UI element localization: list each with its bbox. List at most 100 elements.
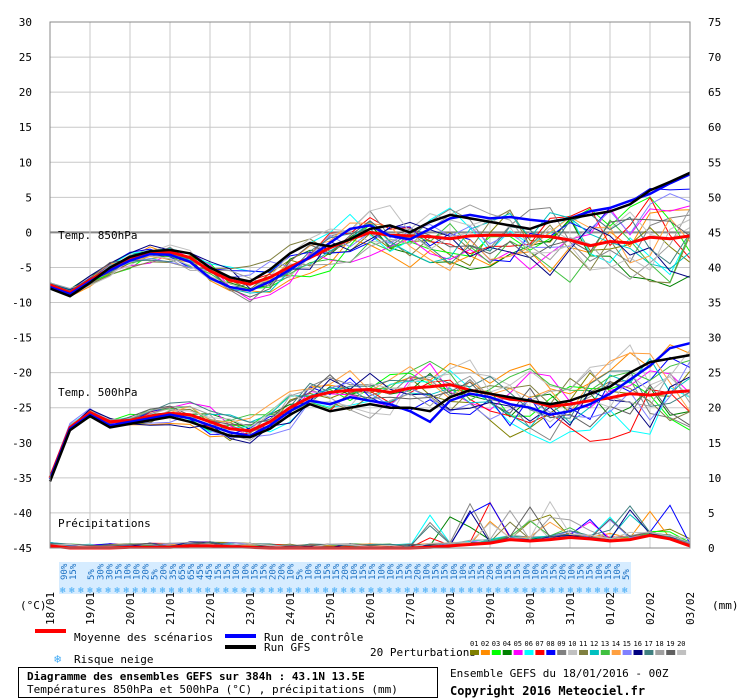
snowflake-icon: ❄ (123, 586, 129, 596)
right-axis-unit: (mm) (712, 599, 739, 612)
snow-risk-value: 5% (87, 569, 97, 580)
snowflake-icon: ❄ (586, 586, 592, 596)
snow-risk-value: 15% (368, 563, 378, 580)
series-line-t850 (49, 230, 691, 295)
snow-risk-value: 15% (223, 563, 233, 580)
snow-risk-cell (231, 562, 242, 594)
snow-risk-cell (294, 562, 305, 594)
snow-risk-cell (95, 562, 106, 594)
snowflake-icon: ❄ (54, 652, 61, 666)
perturbation-line (49, 356, 691, 480)
x-tick-label: 27/01 (404, 592, 417, 625)
snowflake-icon: ❄ (432, 586, 438, 596)
snow-risk-value: 5% (296, 569, 306, 580)
snowflake-icon: ❄ (114, 586, 120, 596)
x-tick-label: 25/01 (324, 592, 337, 625)
perturbation-swatch (666, 650, 676, 655)
right-tick-label: 45 (708, 226, 721, 239)
snowflake-icon: ❄ (495, 586, 501, 596)
series-line-t500 (48, 353, 691, 482)
snow-risk-cell (575, 562, 586, 594)
perturbation-swatch (546, 650, 556, 655)
perturbation-swatch (491, 650, 501, 655)
perturbation-swatch (502, 650, 512, 655)
snowflake-icon: ❄ (622, 586, 628, 596)
snow-risk-value: 10% (522, 563, 532, 580)
snowflake-icon: ❄ (187, 586, 193, 596)
perturbation-line (49, 344, 691, 477)
x-tick-label: 03/02 (684, 592, 697, 625)
snow-risk-value: 15% (250, 563, 260, 580)
snow-risk-cell (376, 562, 387, 594)
snow-risk-value: 5% (622, 569, 632, 580)
snowflake-icon: ❄ (531, 586, 537, 596)
snow-risk-cell (412, 562, 423, 594)
snow-risk-cell (621, 562, 631, 594)
footer-subtitle: Températures 850hPa et 500hPa (°C) , pré… (27, 683, 398, 696)
legend: Moyenne des scénarios Run de contrôle Ru… (35, 629, 687, 666)
snowflake-icon: ❄ (160, 586, 166, 596)
snow-risk-cell (485, 562, 496, 594)
snow-risk-value: 10% (305, 563, 315, 580)
perturbation-id: 05 (514, 640, 522, 648)
perturbation-swatch (600, 650, 610, 655)
snow-risk-cell (439, 562, 450, 594)
panel-label-t850: Temp. 850hPa (58, 229, 137, 242)
series-lines (48, 171, 691, 550)
x-tick-label: 22/01 (204, 592, 217, 625)
series-line-t850 (49, 171, 691, 298)
right-tick-label: 60 (708, 121, 721, 134)
perturbation-id: 03 (492, 640, 500, 648)
snow-risk-value: 65% (187, 563, 197, 580)
snowflake-icon: ❄ (105, 586, 111, 596)
snow-risk-strip: 90%❄15%❄ ❄5%❄30%❄30%❄15%❄10%❄10%❄20%❄5%❄2… (59, 562, 632, 596)
snow-risk-value: 15% (604, 563, 614, 580)
snow-risk-cell (285, 562, 296, 594)
perturbation-id: 16 (634, 640, 642, 648)
perturbation-swatch (480, 650, 490, 655)
snow-risk-cell (557, 562, 568, 594)
snowflake-icon: ❄ (404, 586, 410, 596)
left-tick-label: -5 (19, 261, 32, 274)
snow-risk-value: 10% (314, 563, 324, 580)
snow-risk-value: 20% (341, 563, 351, 580)
snowflake-icon: ❄ (468, 586, 474, 596)
left-tick-label: -35 (12, 472, 32, 485)
right-tick-label: 30 (708, 332, 721, 345)
right-tick-label: 55 (708, 156, 721, 169)
perturbation-id: 02 (481, 640, 489, 648)
snowflake-icon: ❄ (196, 586, 202, 596)
x-tick-label: 23/01 (244, 592, 257, 625)
snow-risk-cell (77, 562, 88, 594)
perturbation-id: 04 (503, 640, 511, 648)
right-tick-label: 20 (708, 402, 721, 415)
x-tick-label: 02/02 (644, 592, 657, 625)
snow-risk-value: 10% (495, 563, 505, 580)
snow-risk-value: 20% (160, 563, 170, 580)
snow-risk-value: 10% (241, 563, 251, 580)
x-axis-labels: 18/01 19/01 20/01 21/01 22/01 23/01 24/01 25/01… (44, 592, 697, 625)
snow-risk-cell (312, 562, 323, 594)
perturbation-id: 13 (601, 640, 609, 648)
perturbation-line (49, 221, 691, 291)
snowflake-icon: ❄ (377, 586, 383, 596)
snow-risk-cell (448, 562, 459, 594)
snow-risk-cell (358, 562, 369, 594)
snowflake-icon: ❄ (414, 586, 420, 596)
snowflake-icon: ❄ (604, 586, 610, 596)
snowflake-icon: ❄ (305, 586, 311, 596)
snowflake-icon: ❄ (386, 586, 392, 596)
snow-risk-value: 10% (133, 563, 143, 580)
perturbation-line (49, 369, 691, 479)
right-tick-label: 10 (708, 472, 721, 485)
snow-risk-value: 15% (577, 563, 587, 580)
perturbation-line (49, 204, 691, 290)
snow-risk-cell (421, 562, 432, 594)
perturbation-line (49, 209, 691, 298)
snow-risk-cell (240, 562, 251, 594)
perturbation-id: 15 (623, 640, 631, 648)
snow-risk-value: 15% (477, 563, 487, 580)
snow-risk-value: 15% (259, 563, 269, 580)
snow-risk-value: 15% (513, 563, 523, 580)
